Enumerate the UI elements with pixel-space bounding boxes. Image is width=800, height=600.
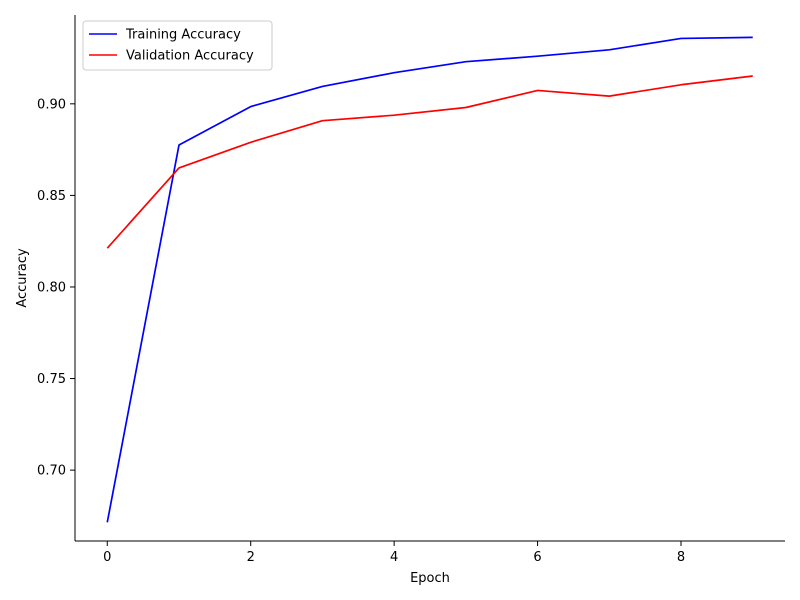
- legend-label-validation: Validation Accuracy: [126, 49, 254, 64]
- legend-frame: [82, 20, 273, 71]
- series-layer: [106, 36, 753, 523]
- series-line-training-accuracy: [106, 36, 753, 523]
- series-line-validation-accuracy: [106, 75, 753, 249]
- x-axis-ticks: 0 2 4 6 8: [103, 541, 685, 565]
- legend-label-training: Training Accuracy: [125, 28, 241, 43]
- x-tick-label: 8: [677, 550, 685, 565]
- x-tick-label: 2: [247, 550, 255, 565]
- y-tick-label: 0.80: [37, 280, 66, 295]
- x-tick-label: 0: [103, 550, 111, 565]
- x-tick-label: 6: [533, 550, 541, 565]
- x-axis-label: Epoch: [410, 571, 450, 586]
- y-axis-label: Accuracy: [15, 248, 30, 308]
- legend: Training Accuracy Validation Accuracy: [82, 20, 273, 71]
- y-tick-label: 0.70: [37, 464, 66, 479]
- y-tick-label: 0.75: [37, 372, 66, 387]
- y-tick-label: 0.85: [37, 189, 66, 204]
- y-axis-ticks: 0.70 0.75 0.80 0.85 0.90: [37, 97, 75, 479]
- x-tick-label: 4: [390, 550, 398, 565]
- y-tick-label: 0.90: [37, 97, 66, 112]
